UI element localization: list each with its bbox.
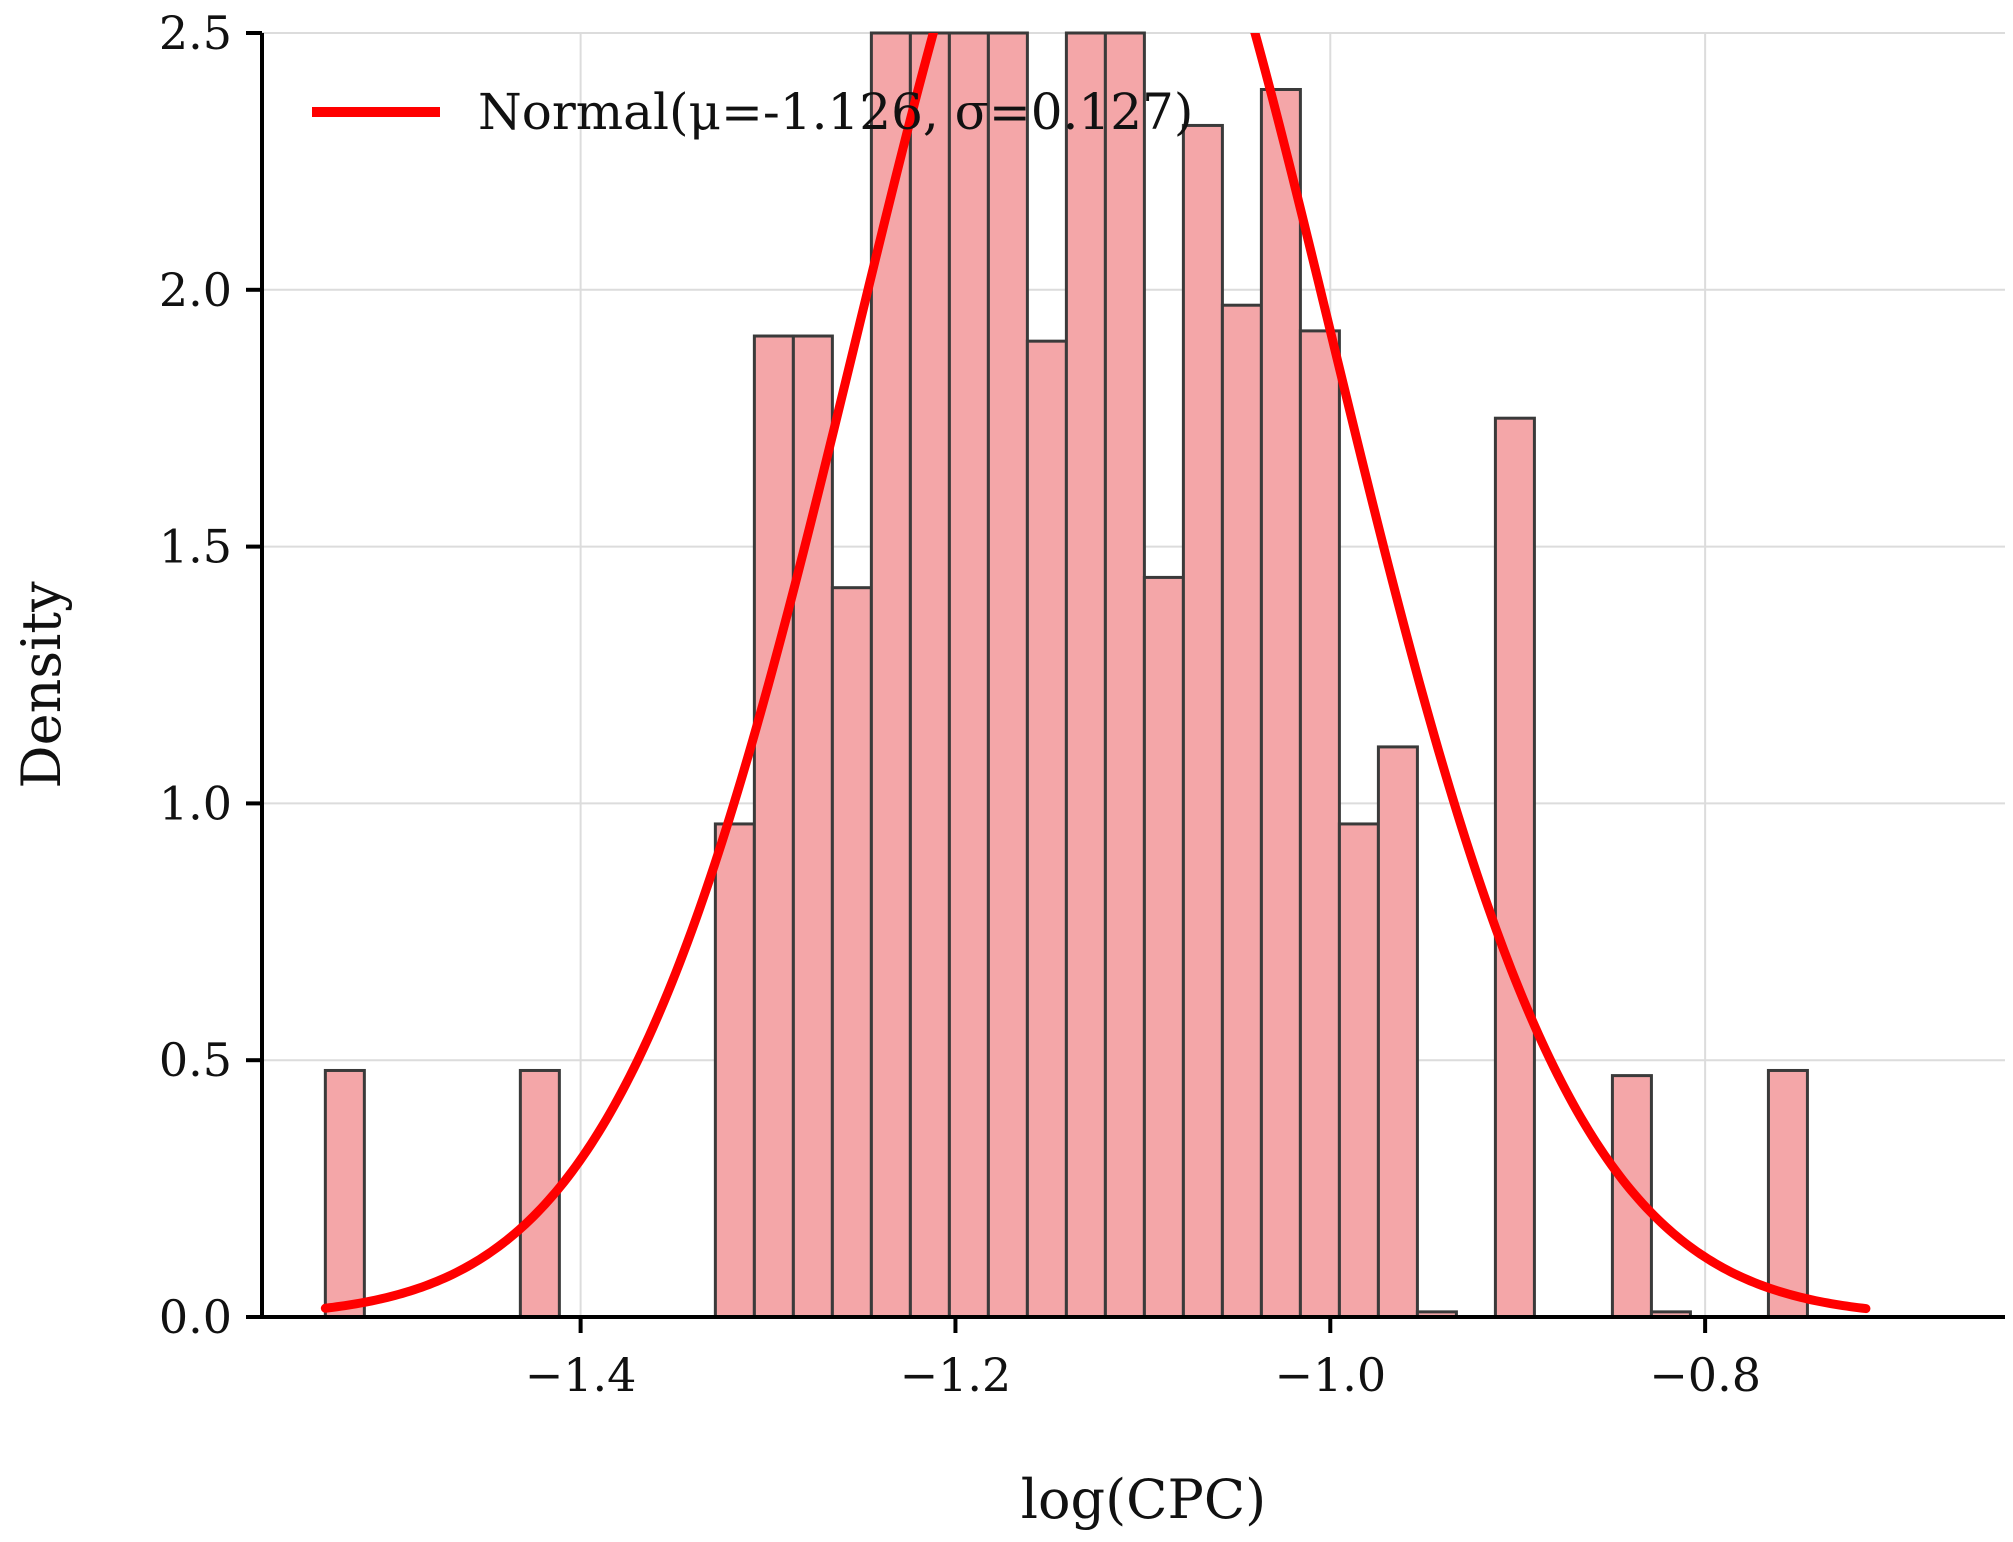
histogram-bar-15 [908,31,951,1319]
legend-label-normal: Normal(μ=-1.126, σ=0.127) [478,83,1193,141]
y-tick-label-0: 0.0 [159,1290,232,1344]
histogram-bar-21 [1142,575,1185,1319]
axes [260,33,2005,1319]
histogram-bar-27 [1376,745,1419,1319]
histogram-bar-18 [1025,339,1068,1319]
y-axis-label: Density [10,581,73,789]
histogram-bar-37 [1766,1068,1809,1319]
histogram-bar-17 [986,31,1029,1319]
histogram-bar-23 [1220,303,1263,1319]
y-tick-label-5: 2.5 [159,6,232,60]
histogram-bar-26 [1337,822,1380,1319]
y-ticks: 0.0 0.5 1.0 1.5 2.0 2.5 [159,6,262,1344]
x-tick-label-3: −0.8 [1649,1348,1761,1402]
y-tick-label-3: 1.5 [159,520,232,574]
histogram-bar-12 [791,334,834,1319]
histogram-bar-25 [1298,329,1341,1319]
histogram-bar-14 [869,31,912,1319]
histogram-bar-13 [830,586,873,1319]
histogram-bar-20 [1103,31,1146,1319]
histogram-bar-30 [1493,416,1536,1319]
x-tick-label-2: −1.0 [1274,1348,1386,1402]
y-tick-label-4: 2.0 [159,263,232,317]
histogram-bars [323,31,1809,1319]
histogram-bar-24 [1259,87,1302,1319]
x-axis-label: log(CPC) [1021,1468,1266,1531]
histogram-bar-19 [1064,31,1107,1319]
y-tick-label-1: 0.5 [159,1033,232,1087]
x-tick-label-0: −1.4 [525,1348,637,1402]
legend: Normal(μ=-1.126, σ=0.127) [312,83,1193,141]
normal-curve-line [320,33,1871,1314]
normal-curve-layer [320,33,1871,1314]
histogram-bar-0 [323,1068,366,1319]
histogram-bar-11 [752,334,795,1319]
x-ticks: −1.4 −1.2 −1.0 −0.8 [525,1317,1761,1402]
histogram-bar-16 [947,31,990,1319]
x-tick-label-1: −1.2 [900,1348,1012,1402]
histogram-bar-22 [1181,123,1224,1319]
histogram-bar-10 [713,822,756,1319]
y-tick-label-2: 1.0 [159,776,232,830]
